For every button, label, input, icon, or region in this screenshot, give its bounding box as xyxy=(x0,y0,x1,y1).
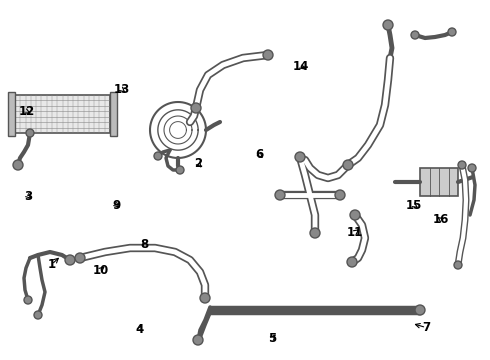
Text: 7: 7 xyxy=(422,321,430,334)
Circle shape xyxy=(310,228,320,238)
Bar xyxy=(15,95,110,133)
Circle shape xyxy=(200,293,210,303)
Circle shape xyxy=(154,152,162,160)
Text: 3: 3 xyxy=(24,190,32,203)
Circle shape xyxy=(193,335,203,345)
Circle shape xyxy=(448,28,456,36)
Text: 13: 13 xyxy=(113,83,130,96)
Circle shape xyxy=(347,257,357,267)
Text: 11: 11 xyxy=(347,226,364,239)
Circle shape xyxy=(24,296,32,304)
Text: 1: 1 xyxy=(48,258,55,271)
Circle shape xyxy=(335,190,345,200)
Text: 4: 4 xyxy=(136,323,144,336)
Text: 16: 16 xyxy=(433,213,449,226)
Circle shape xyxy=(411,31,419,39)
Text: 12: 12 xyxy=(19,105,35,118)
Circle shape xyxy=(275,190,285,200)
Text: 2: 2 xyxy=(195,157,202,170)
Circle shape xyxy=(75,253,85,263)
Circle shape xyxy=(13,160,23,170)
Circle shape xyxy=(468,164,476,172)
Text: 15: 15 xyxy=(406,199,422,212)
Text: 10: 10 xyxy=(92,264,109,276)
Circle shape xyxy=(350,210,360,220)
Circle shape xyxy=(454,261,462,269)
Circle shape xyxy=(34,311,42,319)
Circle shape xyxy=(343,160,353,170)
Circle shape xyxy=(415,305,425,315)
Text: 14: 14 xyxy=(293,60,310,73)
Bar xyxy=(8,92,15,136)
Circle shape xyxy=(65,255,75,265)
Circle shape xyxy=(263,50,273,60)
Circle shape xyxy=(176,166,184,174)
Text: 8: 8 xyxy=(141,238,148,251)
Text: 6: 6 xyxy=(256,148,264,161)
Circle shape xyxy=(26,129,34,137)
Circle shape xyxy=(383,20,393,30)
Text: 9: 9 xyxy=(113,199,121,212)
Circle shape xyxy=(191,103,201,113)
Bar xyxy=(110,92,117,136)
Circle shape xyxy=(295,152,305,162)
Text: 5: 5 xyxy=(268,332,276,345)
Circle shape xyxy=(458,161,466,169)
Bar xyxy=(420,168,458,196)
